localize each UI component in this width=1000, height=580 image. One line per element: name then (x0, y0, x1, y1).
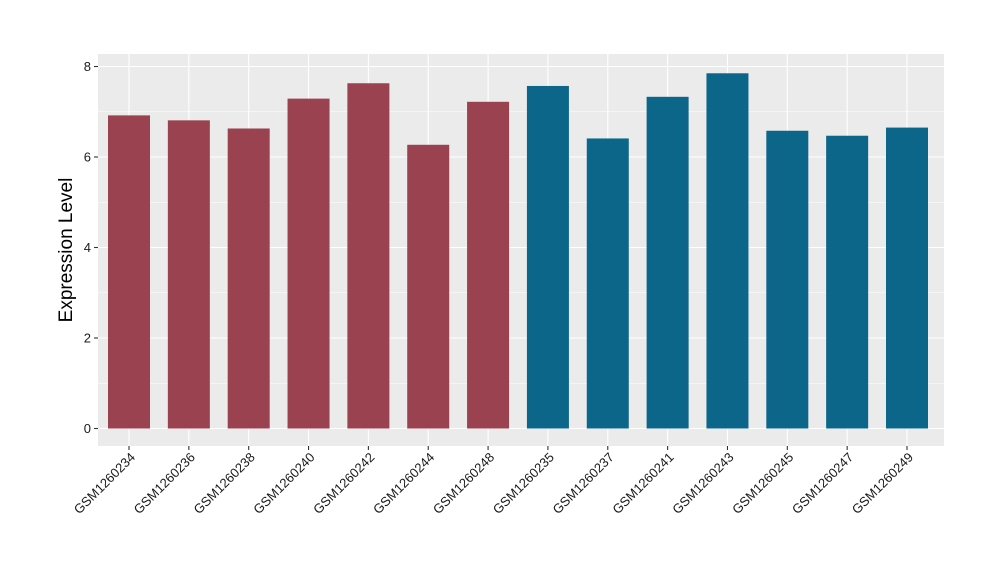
bar-GSM1260236 (167, 120, 210, 429)
x-tick-label: GSM1260244 (370, 450, 437, 517)
y-tick-label: 8 (84, 59, 91, 74)
bar-GSM1260240 (287, 98, 330, 429)
x-tick-label: GSM1260242 (310, 450, 377, 517)
y-tick-label: 0 (84, 421, 91, 436)
x-tick-label: GSM1260245 (729, 450, 796, 517)
bar-GSM1260241 (646, 96, 689, 429)
bar-GSM1260234 (108, 115, 150, 429)
bar-GSM1260237 (586, 138, 629, 429)
bar-GSM1260247 (826, 135, 869, 429)
y-tick-label: 2 (84, 331, 91, 346)
x-tick-label: GSM1260235 (490, 450, 557, 517)
bar-GSM1260244 (407, 144, 450, 429)
plot-panel (98, 54, 944, 446)
y-axis-title: Expression Level (56, 178, 77, 323)
x-tick-label: GSM1260249 (849, 450, 916, 517)
bars (108, 73, 928, 429)
bar-GSM1260243 (706, 73, 749, 429)
x-tick-label: GSM1260236 (131, 450, 198, 517)
x-tick-label: GSM1260237 (550, 450, 617, 517)
bar-GSM1260249 (886, 127, 928, 429)
x-tick-label: GSM1260238 (190, 450, 257, 517)
y-tick-label: 6 (84, 150, 91, 165)
bar-GSM1260238 (227, 128, 270, 429)
bar-GSM1260245 (766, 130, 809, 429)
x-tick-label: GSM1260234 (71, 450, 138, 517)
y-tick-label: 4 (84, 240, 91, 255)
y-axis: 0 2 4 6 8 (84, 59, 98, 436)
x-tick-label: GSM1260240 (250, 450, 317, 517)
x-tick-label: GSM1260247 (789, 450, 856, 517)
bar-GSM1260248 (467, 101, 510, 429)
bar-GSM1260235 (526, 85, 569, 429)
x-tick-label: GSM1260241 (609, 450, 676, 517)
x-axis: GSM1260234GSM1260236GSM1260238GSM1260240… (71, 446, 916, 517)
bar-GSM1260242 (347, 83, 390, 429)
x-tick-label: GSM1260243 (669, 450, 736, 517)
x-tick-label: GSM1260248 (430, 450, 497, 517)
